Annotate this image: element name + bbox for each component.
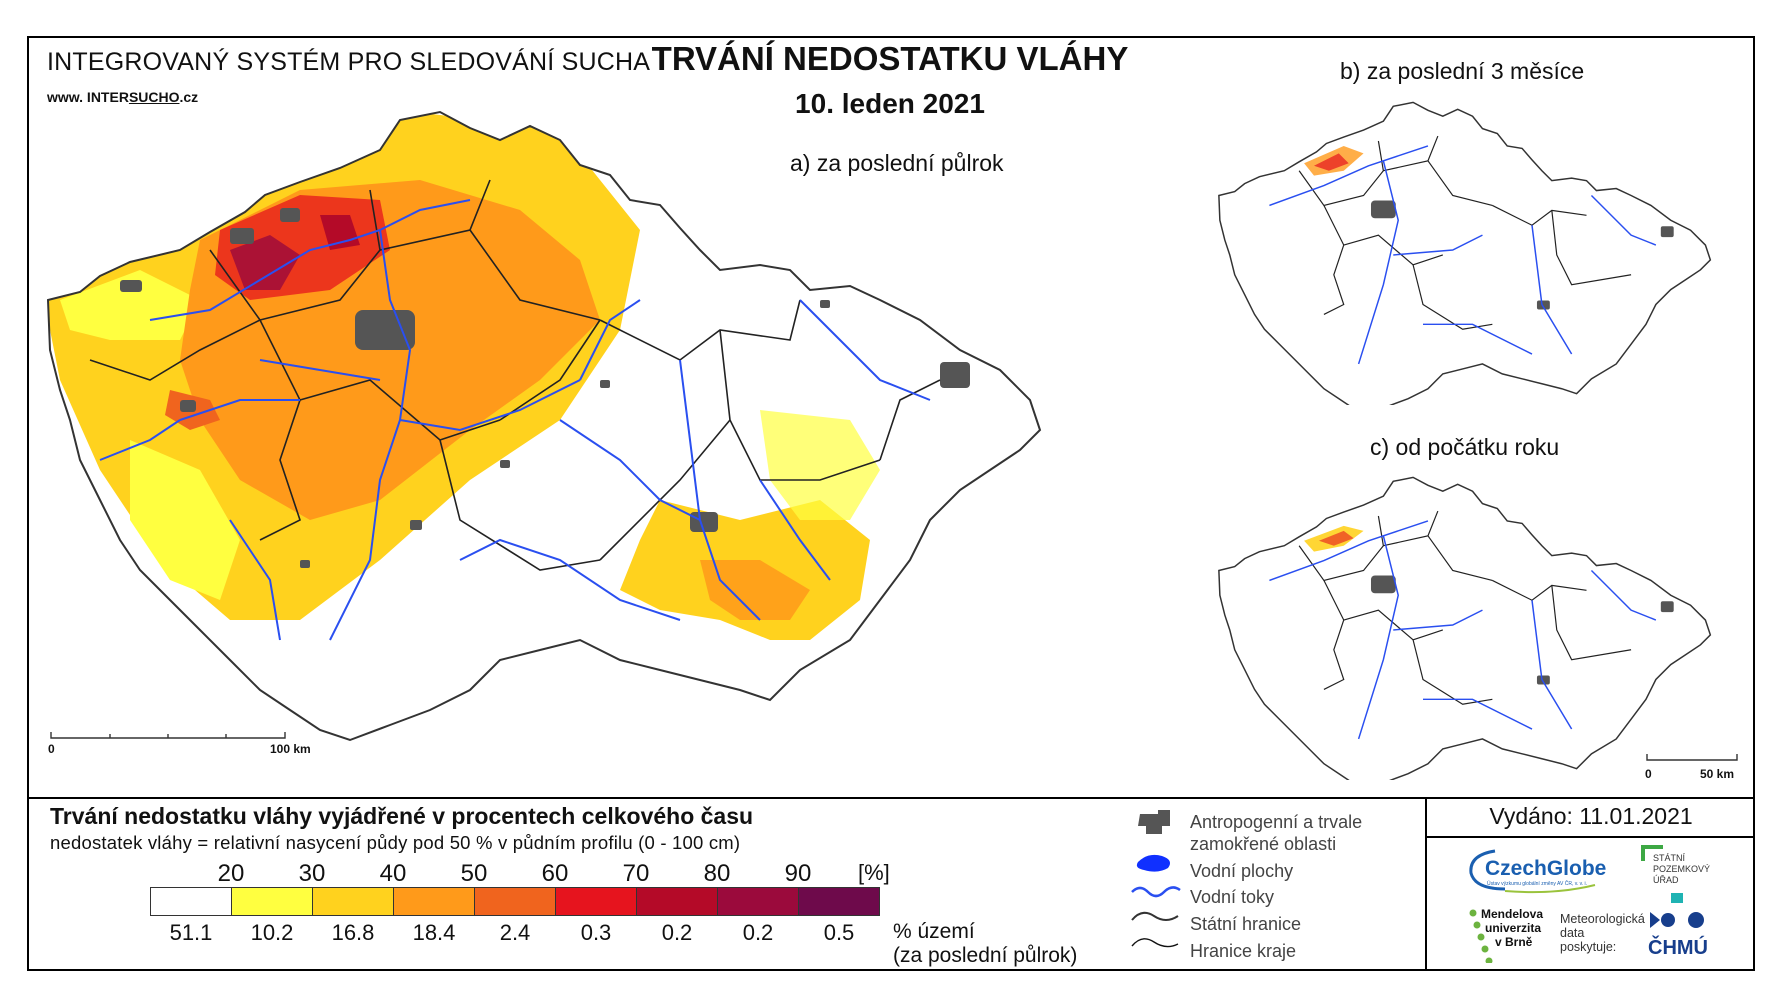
- map-c: [1218, 476, 1712, 780]
- footer-divider: [1425, 797, 1427, 971]
- url-suffix: .cz: [179, 89, 199, 105]
- system-title: INTEGROVANÝ SYSTÉM PRO SLEDOVÁNÍ SUCHA: [47, 48, 651, 76]
- scale-threshold: 20: [217, 860, 245, 887]
- scale-threshold: 30: [298, 860, 326, 887]
- mendelu-dots-icon: [1469, 909, 1493, 963]
- scalebar-small-end: 50 km: [1700, 767, 1735, 781]
- scale-class-3: [393, 887, 475, 916]
- area-label: % území (za poslední půlrok): [893, 920, 1077, 968]
- scale-threshold: 70: [622, 860, 650, 887]
- map-b-label: b) za poslední 3 měsíce: [1340, 58, 1585, 84]
- area-percent-value: 18.4: [412, 920, 456, 945]
- scale-class-7: [717, 887, 799, 916]
- legend-urban-line2: zamokřené oblasti: [1190, 834, 1337, 854]
- scale-class-6: [636, 887, 718, 916]
- rivers: [99, 199, 931, 641]
- area-percent-value: 10.2: [250, 920, 294, 945]
- scale-threshold: 60: [541, 860, 569, 887]
- chmu-logo: ČHMÚ: [1648, 910, 1708, 960]
- legend-subtitle: nedostatek vláhy = relativní nasycení pů…: [50, 832, 741, 853]
- scalebar-main: [50, 732, 286, 739]
- scale-threshold: 40: [379, 860, 407, 887]
- czechglobe-name: CzechGlobe: [1485, 857, 1607, 880]
- area-percent-value: 51.1: [169, 920, 213, 945]
- map-c-label: c) od počátku roku: [1370, 434, 1560, 460]
- area-percent-value: 0.3: [580, 920, 612, 945]
- color-scale: [150, 887, 880, 916]
- url-brand: SUCHO: [128, 89, 180, 105]
- area-percent-value: 0.2: [661, 920, 693, 945]
- scale-class-8: [798, 887, 880, 916]
- spu-line2: POZEMKOVÝ: [1653, 864, 1711, 874]
- legend-urban: Antropogenní a trvale zamokřené oblasti: [1190, 811, 1362, 855]
- area-label-line1: % území: [893, 920, 975, 943]
- legend-region-border: Hranice kraje: [1190, 941, 1297, 961]
- met-line2: data: [1560, 926, 1585, 940]
- scale-class-2: [312, 887, 394, 916]
- symbol-legend-icons: [1131, 810, 1181, 948]
- spu-line3: ÚŘAD: [1653, 875, 1679, 885]
- urban-area-icon: [1138, 810, 1170, 834]
- url-prefix: www. INTER: [47, 89, 129, 105]
- mendelu-line1: Mendelova: [1481, 907, 1544, 921]
- chmu-symbol-icon: [1650, 912, 1704, 928]
- main-map: [46, 110, 1042, 742]
- issued-divider: [1425, 836, 1755, 838]
- state-border: [46, 110, 1042, 742]
- area-percent-value: 0.5: [823, 920, 855, 945]
- area-label-line2: (za poslední půlrok): [893, 944, 1078, 967]
- scale-threshold: 80: [703, 860, 731, 887]
- water-body-icon: [1136, 854, 1170, 872]
- legend-urban-line1: Antropogenní a trvale: [1190, 812, 1363, 832]
- legend-water: Vodní plochy: [1190, 861, 1294, 881]
- area-percent-value: 2.4: [499, 920, 531, 945]
- legend-title: Trvání nedostatku vláhy vyjádřené v proc…: [50, 803, 754, 829]
- scalebar-main-start: 0: [48, 742, 55, 756]
- spu-bar-icon: [1641, 845, 1663, 849]
- scale-class-0: [150, 887, 232, 916]
- scale-threshold: 90: [784, 860, 812, 887]
- spu-square-icon: [1671, 893, 1683, 903]
- map-a-label: a) za poslední půlrok: [790, 150, 1004, 176]
- river-icon: [1131, 886, 1181, 898]
- issued-date: Vydáno: 11.01.2021: [1489, 803, 1693, 829]
- legend-divider: [27, 797, 1755, 799]
- scalebar-small: [1646, 754, 1738, 761]
- scalebar-small-start: 0: [1645, 767, 1652, 781]
- map-date: 10. leden 2021: [795, 88, 985, 119]
- website-link[interactable]: www. INTERSUCHO.cz: [47, 89, 198, 105]
- state-border-icon: [1131, 911, 1179, 921]
- area-percent-value: 0.2: [742, 920, 774, 945]
- czechglobe-swoosh-icon: [1469, 849, 1596, 894]
- mendelu-line3: v Brně: [1495, 935, 1533, 949]
- map-b: [1218, 101, 1712, 405]
- region-border-icon: [1131, 938, 1179, 948]
- scale-class-1: [231, 887, 313, 916]
- area-percent-value: 16.8: [331, 920, 375, 945]
- chmu-name: ČHMÚ: [1648, 937, 1708, 959]
- mendelu-line2: univerzita: [1485, 921, 1542, 935]
- scale-unit: [%]: [858, 860, 890, 885]
- met-line3: poskytuje:: [1560, 940, 1617, 954]
- urban-areas: [120, 208, 970, 568]
- scale-threshold: 50: [460, 860, 488, 887]
- legend-state-border: Státní hranice: [1190, 914, 1302, 934]
- scale-class-5: [555, 887, 637, 916]
- spu-line1: STÁTNÍ: [1653, 853, 1686, 863]
- scale-class-4: [474, 887, 556, 916]
- legend-rivers: Vodní toky: [1190, 887, 1275, 907]
- czechglobe-sub: Ústav výzkumu globální změny AV ČR, v. v…: [1487, 881, 1588, 887]
- met-data-note: Meteorologická data poskytuje:: [1560, 912, 1645, 954]
- scalebar-main-end: 100 km: [270, 742, 311, 756]
- met-line1: Meteorologická: [1560, 912, 1645, 926]
- page-title: TRVÁNÍ NEDOSTATKU VLÁHY: [651, 40, 1129, 77]
